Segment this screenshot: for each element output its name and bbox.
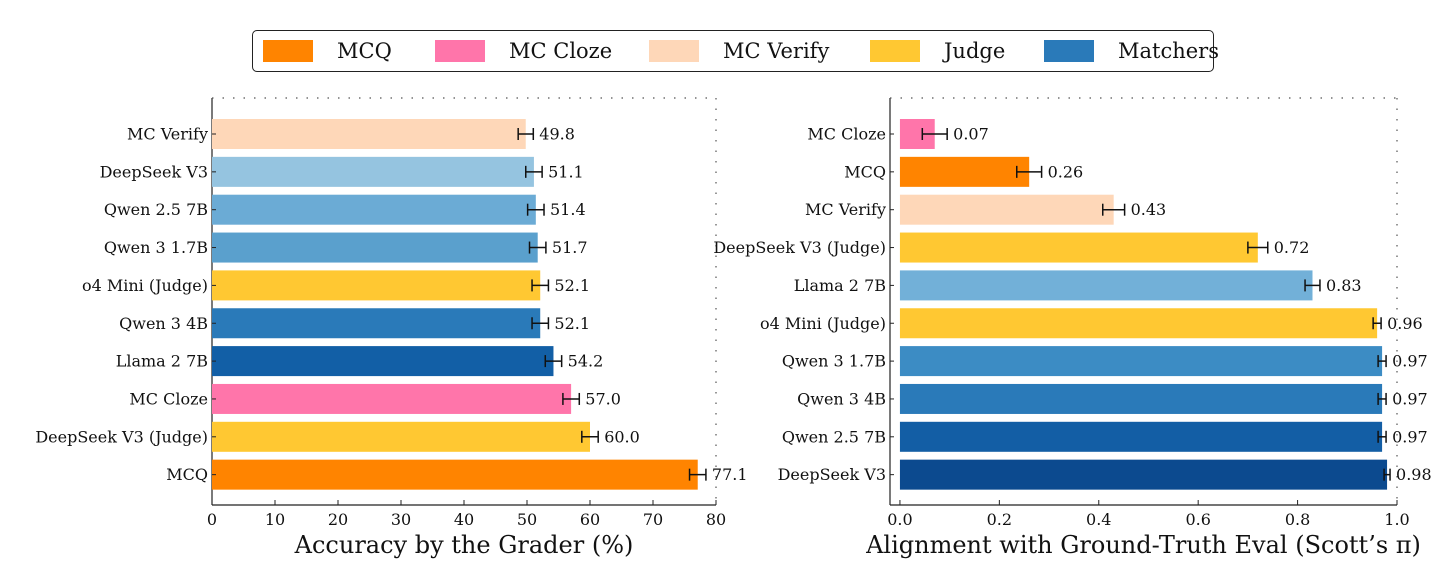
legend-swatch (870, 40, 920, 62)
bar (899, 421, 1383, 452)
value-label: 0.83 (1326, 276, 1362, 295)
x-tick-label: 50 (517, 510, 537, 529)
bar (212, 459, 698, 490)
legend-swatch (1044, 40, 1094, 62)
bar (899, 308, 1378, 339)
x-tick-label: 60 (580, 510, 600, 529)
x-tick-label: 10 (265, 510, 285, 529)
x-tick-label: 0.6 (1185, 510, 1210, 529)
value-label: 0.98 (1396, 465, 1432, 484)
x-tick-label: 80 (706, 510, 726, 529)
category-label: o4 Mini (Judge) (82, 276, 208, 295)
value-label: 0.96 (1387, 314, 1423, 333)
value-label: 49.8 (539, 125, 575, 144)
legend: MCQ MC Cloze MC Verify Judge Matchers (252, 30, 1219, 72)
category-label: DeepSeek V3 (Judge) (35, 427, 208, 446)
category-label: MC Cloze (807, 125, 886, 144)
value-label: 0.97 (1392, 352, 1428, 371)
category-label: Qwen 2.5 7B (782, 427, 886, 446)
bar (212, 232, 538, 263)
x-tick-label: 20 (328, 510, 348, 529)
bar (899, 194, 1114, 225)
legend-label: Judge (944, 39, 1006, 63)
legend-label: Matchers (1118, 39, 1219, 63)
legend-label: MC Cloze (509, 39, 613, 63)
x-axis-title: Alignment with Ground-Truth Eval (Scott’… (865, 531, 1421, 559)
category-label: MCQ (844, 162, 886, 181)
bar (212, 383, 572, 414)
chart-panel-1: 0 10 20 30 40 50 60 70 80 Accuracy by the Grader … (35, 97, 748, 559)
value-label: 0.97 (1392, 427, 1428, 446)
category-label: Qwen 3 4B (797, 389, 886, 408)
value-label: 54.2 (568, 352, 604, 371)
category-label: MC Cloze (129, 389, 208, 408)
x-tick-label: 30 (391, 510, 411, 529)
x-tick-label: 0 (207, 510, 217, 529)
category-label: Qwen 3 1.7B (104, 238, 208, 257)
bar (212, 194, 536, 225)
value-label: 77.1 (712, 465, 748, 484)
legend-swatch (649, 40, 699, 62)
bar (212, 270, 541, 301)
category-label: Qwen 2.5 7B (104, 200, 208, 219)
x-tick-label: 0.2 (987, 510, 1012, 529)
value-label: 51.4 (550, 200, 586, 219)
category-label: MC Verify (127, 125, 208, 144)
bar (212, 156, 534, 187)
value-label: 52.1 (554, 314, 590, 333)
bar (212, 308, 541, 339)
bar (899, 383, 1383, 414)
legend-label: MC Verify (723, 39, 830, 63)
x-tick-label: 0.0 (887, 510, 912, 529)
x-tick-label: 40 (454, 510, 474, 529)
category-label: DeepSeek V3 (778, 465, 886, 484)
value-label: 52.1 (554, 276, 590, 295)
x-tick-label: 70 (643, 510, 663, 529)
bar (212, 346, 554, 377)
value-label: 0.72 (1274, 238, 1310, 257)
x-tick-label: 0.8 (1285, 510, 1310, 529)
category-label: MC Verify (805, 200, 886, 219)
category-label: Llama 2 7B (794, 276, 886, 295)
value-label: 0.97 (1392, 389, 1428, 408)
bar (899, 232, 1258, 263)
bar (899, 270, 1313, 301)
category-label: Qwen 3 1.7B (782, 352, 886, 371)
value-label: 0.43 (1131, 200, 1167, 219)
legend-label: MCQ (337, 39, 392, 63)
category-label: DeepSeek V3 (Judge) (713, 238, 886, 257)
bar (899, 346, 1383, 377)
value-label: 57.0 (585, 389, 621, 408)
bar (212, 421, 590, 452)
x-tick-label: 1.0 (1384, 510, 1409, 529)
x-axis-title: Accuracy by the Grader (%) (294, 531, 634, 559)
category-label: DeepSeek V3 (100, 162, 208, 181)
bar (899, 156, 1030, 187)
legend-swatch (435, 40, 485, 62)
category-label: o4 Mini (Judge) (760, 314, 886, 333)
category-label: Llama 2 7B (116, 352, 208, 371)
value-label: 0.07 (953, 125, 989, 144)
category-label: Qwen 3 4B (119, 314, 208, 333)
x-tick-label: 0.4 (1086, 510, 1111, 529)
value-label: 51.1 (548, 162, 584, 181)
value-label: 60.0 (604, 427, 640, 446)
bar (899, 459, 1388, 490)
legend-swatch (263, 40, 313, 62)
value-label: 51.7 (552, 238, 588, 257)
chart-panel-2: 0.0 0.2 0.4 0.6 0.8 1.0 Alignment with Ground-… (713, 97, 1432, 559)
value-label: 0.26 (1048, 162, 1084, 181)
bar (212, 119, 526, 149)
category-label: MCQ (166, 465, 208, 484)
